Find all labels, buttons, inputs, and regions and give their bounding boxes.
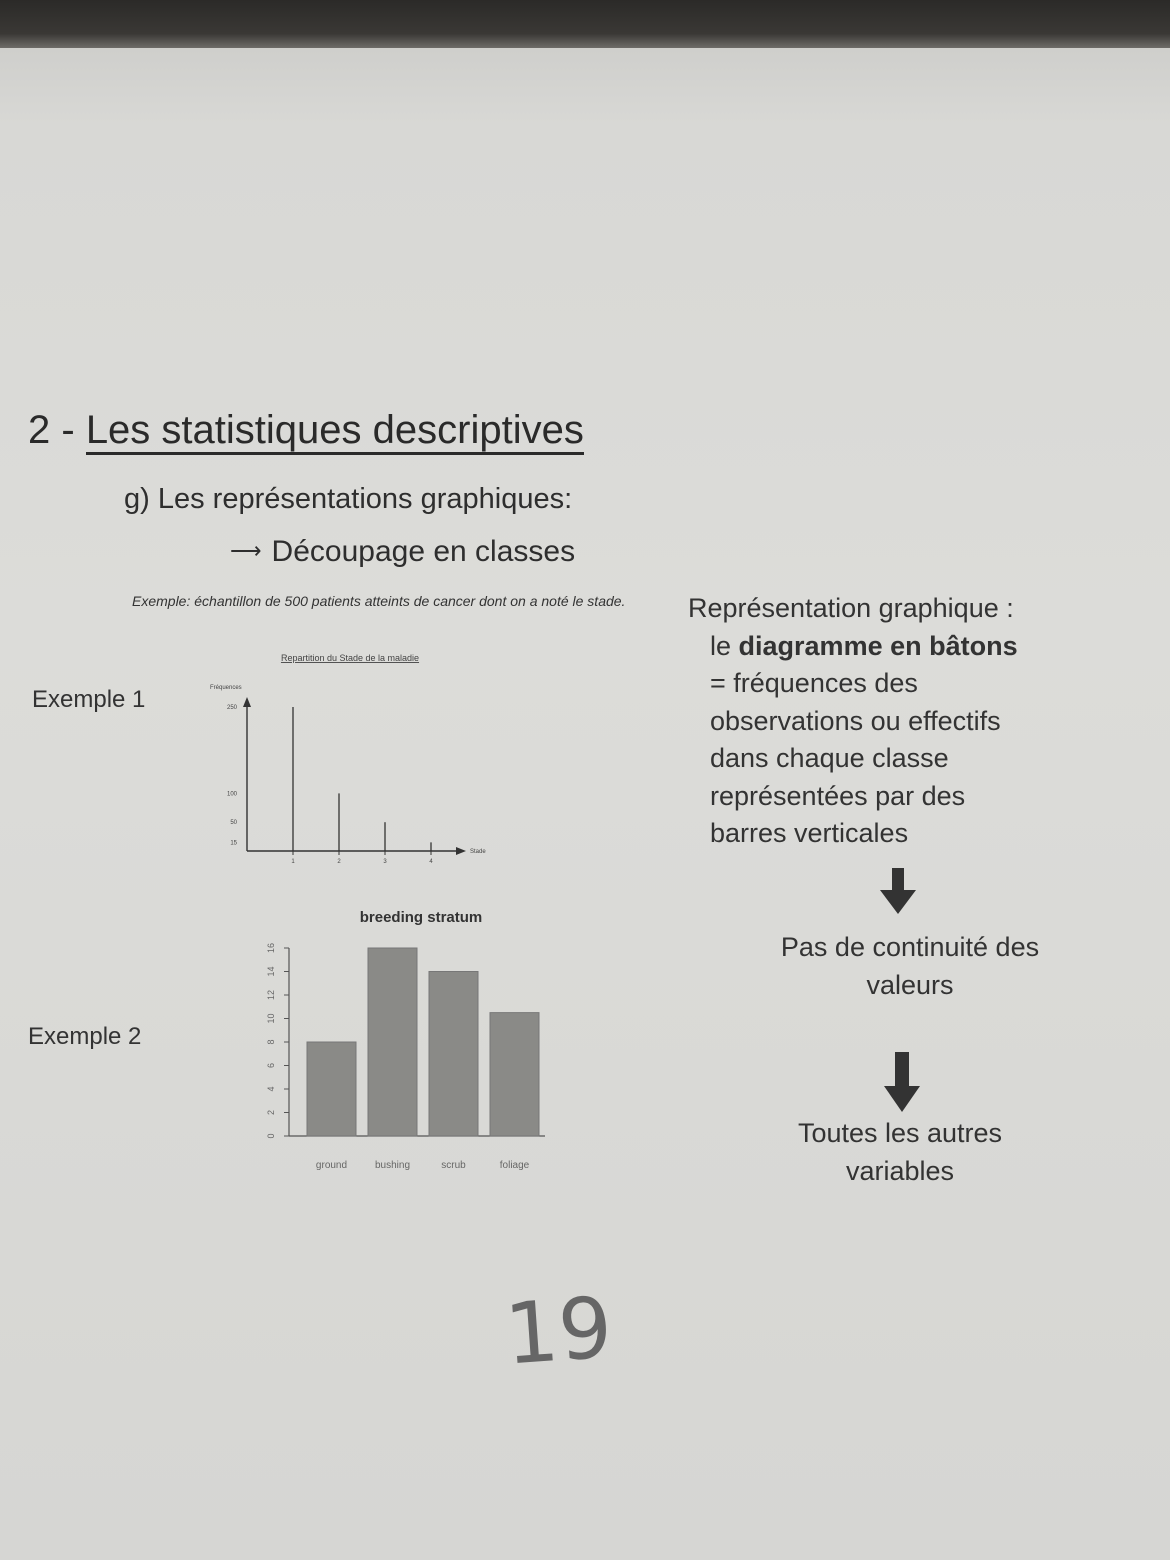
chart2-x-tick-label: bushing [375,1160,410,1171]
chart2-x-tick-label: ground [316,1160,347,1171]
explanation-line-6: représentées par des [710,780,966,811]
chart1-y-axis-arrowhead [243,697,251,707]
topic-line: ⟶ Découpage en classes [230,535,575,569]
down-arrow-icon [880,868,916,914]
explanation-line-7: barres verticales [710,818,909,848]
chart2-title: breeding stratum [360,909,483,926]
example1-label: Exemple 1 [32,686,146,713]
note-other-variables: Toutes les autres variables [797,1118,1003,1186]
chart2-bar [306,1041,357,1137]
explanation-line-1: Représentation graphique : [688,593,1014,623]
chart2-y-tick-label: 12 [266,990,276,1000]
chart1-x-tick-label: 4 [429,859,433,865]
chart2-bar [428,971,479,1137]
subsection-title: g) Les représentations graphiques: [124,483,573,515]
example-description: Exemple: échantillon de 500 patients att… [132,593,626,609]
chart1-x-axis-arrowhead [456,847,466,855]
explanation-line-2-prefix: le [710,630,739,661]
breeding-stratum-chart: breeding stratum 0 2 4 6 8 10 12 14 16 ground bush… [266,909,545,1171]
chart1-y-tick-label: 15 [230,840,237,846]
chart1-y-tick-label: 50 [230,820,237,826]
chart1-xlabel: Stade [470,849,486,855]
chart2-y-tick-label: 8 [266,1039,276,1044]
note-no-continuity: Pas de continuité des valeurs [780,932,1040,1000]
section-title-text: Les statistiques descriptives [85,408,584,455]
chart2-bar [489,1012,540,1137]
explanation-keyword: diagramme en bâtons [738,630,1018,661]
chart1-x-tick-label: 2 [337,859,341,865]
chart2-y-tick-label: 10 [266,1013,276,1023]
chart2-y-tick-label: 4 [266,1086,276,1091]
explanation-line-2: le diagramme en bâtons [688,628,1018,666]
topic-text: Découpage en classes [271,535,576,568]
chart1-x-tick-label: 1 [291,859,295,865]
page-number: 19 [501,1278,616,1384]
chart2-bar [367,947,418,1137]
chart2-y-tick-label: 14 [266,966,276,976]
explanation-line-5: dans chaque classe [710,743,949,773]
example2-label: Exemple 2 [28,1023,142,1050]
right-arrow-icon: ⟶ [230,538,262,563]
chart1-ylabel: Fréquences [210,685,242,691]
chart2-x-tick-label: scrub [441,1160,466,1171]
explanation-line-4: observations ou effectifs [710,705,1001,736]
chart2-y-tick-label: 6 [266,1063,276,1068]
chart1-title: Repartition du Stade de la maladie [281,653,419,663]
chart2-y-tick-label: 2 [266,1110,276,1115]
section-number: 2 - [28,408,75,452]
chart1-x-tick-label: 3 [383,859,387,865]
stage-distribution-chart: Repartition du Stade de la maladie Fréqu… [210,653,486,865]
chart2-y-tick-label: 0 [266,1133,276,1138]
chart2-y-tick-label: 16 [266,943,276,953]
chart2-x-tick-label: foliage [500,1160,530,1171]
photo-dark-edge [0,0,1170,48]
chart1-y-tick-label: 100 [227,791,238,797]
down-arrow-icon [884,1052,920,1112]
chart1-y-tick-label: 250 [227,705,238,711]
explanation-line-3: = fréquences des [710,668,918,698]
section-title: 2 - Les statistiques descriptives [28,408,584,455]
explanation-block: Représentation graphique : le diagramme … [688,590,1018,853]
